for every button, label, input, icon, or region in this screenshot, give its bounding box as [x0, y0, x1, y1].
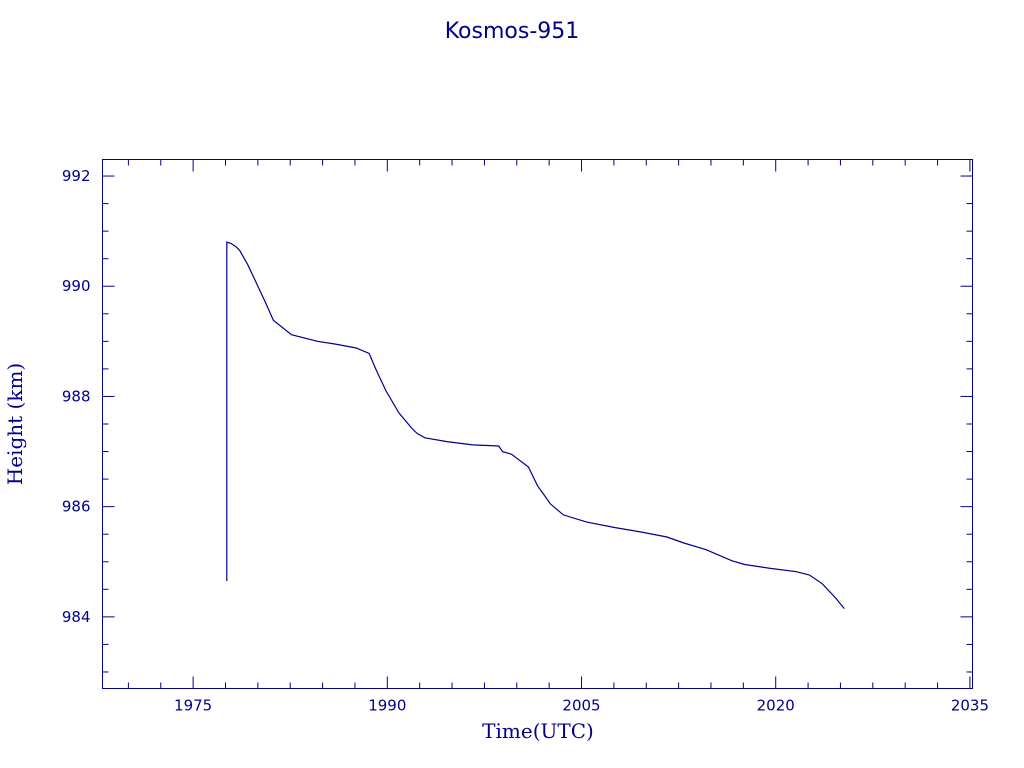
x-tick-label: 2035: [951, 697, 989, 715]
x-tick-labels: 1975 1990 2005 2020 2035: [174, 697, 989, 715]
x-tick-label: 2005: [562, 697, 600, 715]
y-tick-label: 986: [62, 498, 91, 516]
x-axis-label: Time(UTC): [482, 719, 594, 743]
y-axis-label: Height (km): [3, 363, 27, 485]
y-tick-labels: 984 986 988 990 992: [62, 167, 91, 626]
chart-title: Kosmos-951: [445, 19, 580, 44]
x-tick-label: 1975: [174, 697, 212, 715]
x-tick-label: 1990: [368, 697, 406, 715]
plot-frame: [102, 159, 973, 689]
y-tick-label: 990: [62, 277, 91, 295]
y-tick-label: 988: [62, 387, 91, 405]
y-tick-label: 984: [62, 608, 91, 626]
x-ticks: [127, 159, 971, 689]
y-tick-label: 992: [62, 167, 91, 185]
series-line: [226, 241, 845, 609]
x-tick-label: 2020: [757, 697, 795, 715]
y-ticks: [102, 175, 973, 673]
